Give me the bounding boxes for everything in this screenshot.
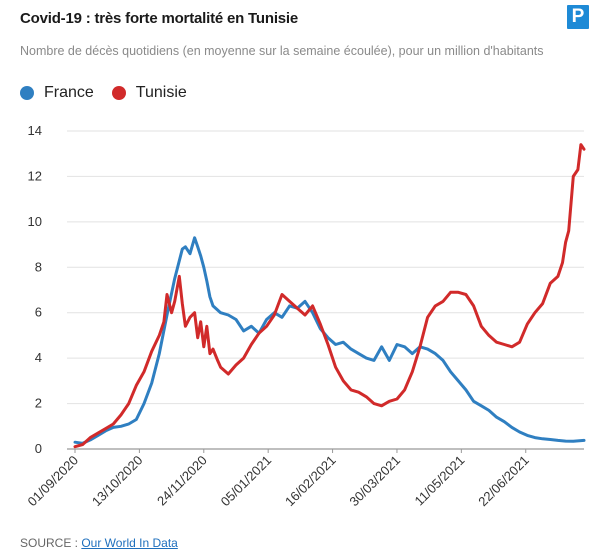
series-line-france	[73, 236, 586, 445]
y-tick-label-0: 0	[35, 441, 42, 456]
y-tick-label-2: 2	[35, 396, 42, 411]
chart-legend: France Tunisie	[20, 84, 205, 102]
x-tick-label-1: 13/10/2020	[89, 453, 146, 510]
chart-title: Covid-19 : très forte mortalité en Tunis…	[20, 10, 299, 27]
y-tick-label-10: 10	[28, 214, 42, 229]
x-tick-label-7: 22/06/2021	[475, 453, 532, 510]
y-tick-label-14: 14	[28, 123, 42, 138]
legend-item-france[interactable]: France	[20, 84, 94, 102]
legend-item-tunisie[interactable]: Tunisie	[111, 84, 187, 102]
line-chart: 0 2 4 6 8 10 12 14 01/09/2020 13/10/2020 24/11/202…	[24, 123, 586, 510]
x-tick-label-6: 11/05/2021	[412, 453, 468, 509]
y-tick-label-4: 4	[35, 350, 42, 365]
y-tick-label-8: 8	[35, 259, 42, 274]
source-note: SOURCE : Our World In Data	[20, 536, 178, 550]
x-tick-label-5: 30/03/2021	[346, 453, 403, 510]
series-line-tunisie	[73, 143, 586, 449]
x-tick-label-0: 01/09/2020	[24, 453, 81, 510]
y-tick-label-6: 6	[35, 305, 42, 320]
source-link[interactable]: Our World In Data	[81, 536, 178, 550]
brand-logo[interactable]: P	[567, 5, 589, 29]
legend-label-france: France	[44, 84, 94, 101]
legend-swatch-tunisie	[111, 86, 126, 100]
legend-label-tunisie: Tunisie	[135, 84, 187, 101]
x-tick-label-2: 24/11/2020	[154, 453, 210, 509]
source-prefix: SOURCE :	[20, 536, 82, 550]
x-tick-label-4: 16/02/2021	[282, 453, 339, 510]
legend-swatch-france	[20, 86, 34, 100]
x-tick-label-3: 05/01/2021	[218, 453, 275, 510]
y-tick-label-12: 12	[28, 168, 42, 183]
chart-subtitle: Nombre de décès quotidiens (en moyenne s…	[20, 44, 544, 58]
